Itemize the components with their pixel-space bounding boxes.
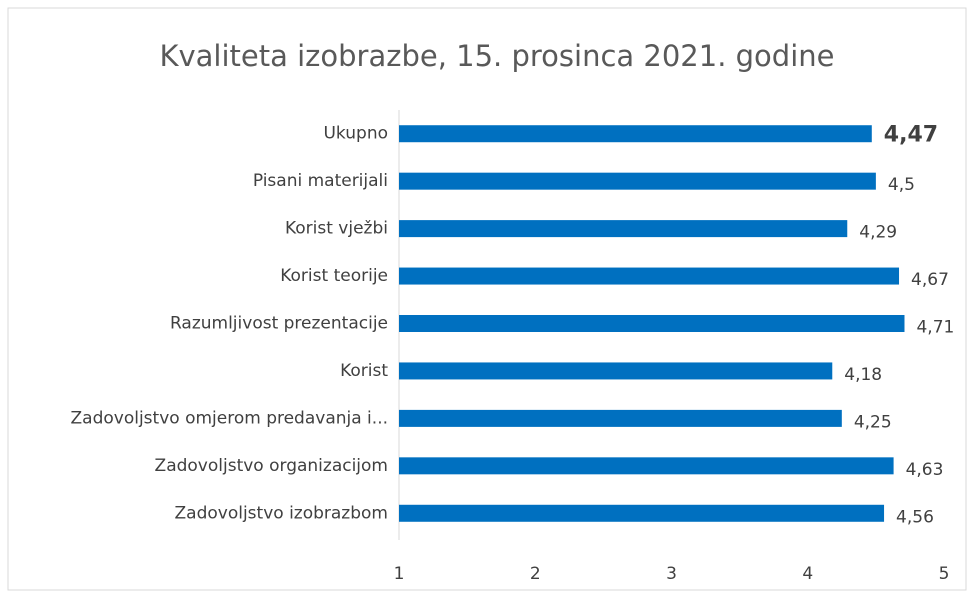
data-label: 4,71 [916, 318, 954, 338]
bar [399, 457, 894, 475]
bar [399, 409, 842, 427]
x-tick-label: 2 [530, 564, 541, 584]
data-label: 4,56 [896, 507, 934, 527]
x-tick-label: 5 [939, 564, 950, 584]
data-label: 4,63 [906, 460, 944, 480]
bar [399, 172, 876, 190]
bar [399, 220, 848, 238]
data-label: 4,29 [859, 223, 897, 243]
chart-title: Kvaliteta izobrazbe, 15. prosinca 2021. … [159, 39, 834, 73]
y-tick-label: Razumljivost prezentacije [170, 314, 388, 334]
data-label: 4,47 [884, 123, 938, 148]
y-tick-label: Korist vježbi [285, 219, 388, 239]
bar [399, 125, 872, 143]
x-tick-label: 4 [802, 564, 813, 584]
y-tick-label: Pisani materijali [253, 171, 388, 191]
x-tick-label: 3 [666, 564, 677, 584]
bar [399, 315, 905, 332]
bar [399, 504, 885, 522]
y-tick-label: Zadovoljstvo izobrazbom [175, 503, 388, 523]
y-tick-label: Korist [340, 361, 388, 381]
y-tick-label: Zadovoljstvo organizacijom [155, 456, 388, 476]
y-tick-label: Zadovoljstvo omjerom predavanja i... [71, 408, 388, 428]
y-tick-label: Korist teorije [280, 266, 388, 286]
chart-frame [7, 7, 967, 591]
x-tick-label: 1 [394, 564, 405, 584]
data-label: 4,25 [854, 412, 892, 432]
data-label: 4,5 [888, 175, 915, 195]
bar [399, 267, 900, 285]
y-tick-label: Ukupno [323, 124, 388, 144]
bar [399, 362, 833, 380]
data-label: 4,67 [911, 270, 949, 290]
data-label: 4,18 [844, 365, 882, 385]
